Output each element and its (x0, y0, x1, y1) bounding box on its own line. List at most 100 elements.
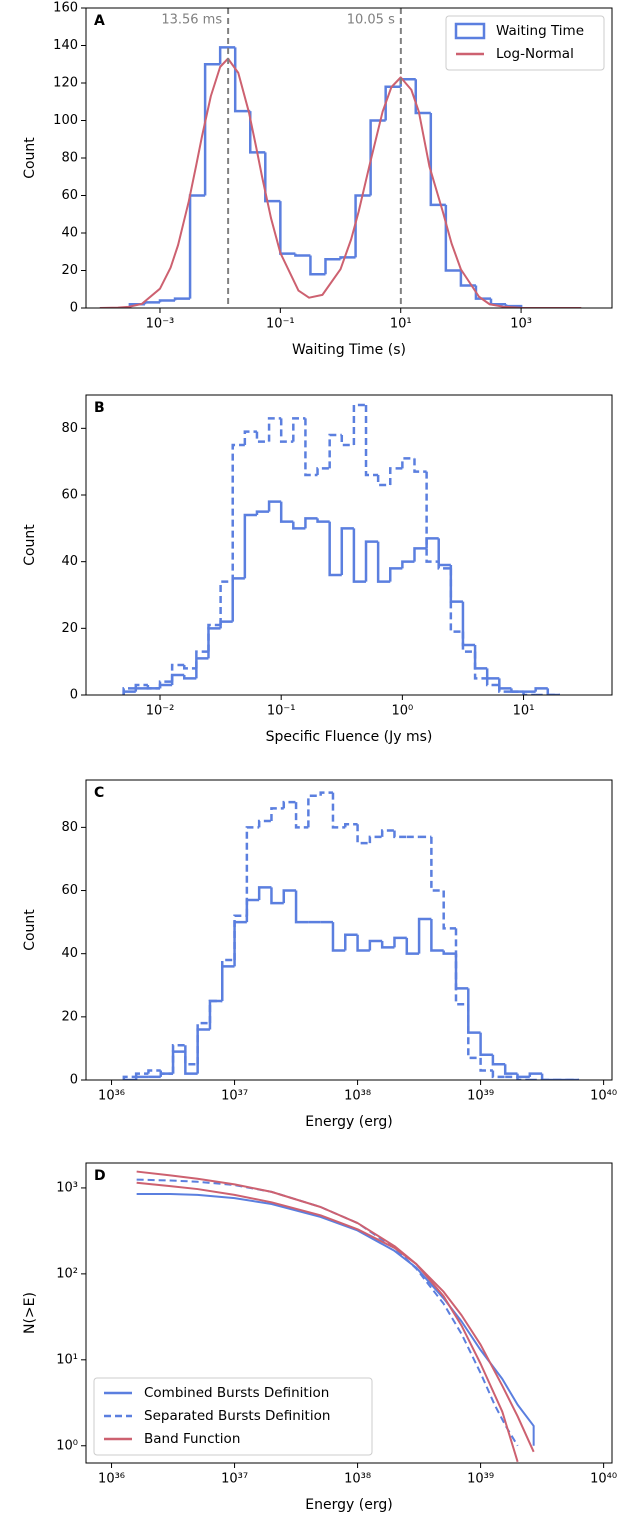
histogram-step (461, 601, 476, 647)
histogram-step (417, 917, 432, 954)
legend-label: Separated Bursts Definition (144, 1408, 330, 1424)
histogram-step (159, 1070, 174, 1075)
histogram-step (485, 678, 500, 687)
histogram-step (340, 435, 354, 447)
histogram-step (195, 650, 209, 669)
histogram-step (479, 1032, 493, 1056)
histogram-step (454, 953, 469, 990)
histogram-step (344, 822, 358, 828)
histogram-step (503, 1064, 518, 1075)
histogram-step (257, 886, 272, 900)
histogram-step (294, 890, 309, 924)
histogram-step (245, 898, 260, 923)
y-tick-label: 0 (70, 1073, 78, 1088)
histogram-step (122, 1075, 137, 1080)
histogram-step (425, 471, 439, 563)
reference-label: 13.56 ms (161, 13, 222, 28)
histogram-step (354, 194, 371, 258)
y-tick-label: 10¹ (56, 1352, 78, 1367)
histogram-step (255, 510, 270, 515)
histogram-step (389, 467, 403, 485)
x-axis-label: Energy (erg) (305, 1497, 392, 1513)
x-tick-label: 10⁴⁰ (590, 1472, 617, 1487)
plot-area (122, 403, 560, 695)
histogram-step (352, 403, 367, 445)
panel: 10³⁶ 10³⁷ 10³⁸ 10³⁹ 10⁴⁰ 0 20 40 60 80 Energy (erg… (22, 779, 617, 1130)
histogram-step (442, 890, 456, 930)
histogram-step (376, 475, 391, 487)
histogram-step (401, 560, 415, 569)
reference-label: 10.05 s (347, 13, 395, 28)
histogram-step (413, 547, 427, 562)
histogram-step (352, 528, 367, 583)
histogram-step (294, 253, 311, 257)
histogram-step (498, 685, 512, 693)
x-axis-label: Energy (erg) (305, 1114, 392, 1130)
y-tick-label: 120 (53, 76, 78, 91)
histogram-step (516, 1076, 530, 1080)
histogram-step (231, 443, 245, 582)
axes-frame (85, 7, 613, 309)
histogram-step (474, 285, 491, 300)
x-tick-label: 10³⁶ (98, 1472, 125, 1487)
panel-label: C (94, 785, 104, 801)
y-tick-label: 20 (61, 263, 78, 278)
x-tick-label: 10⁻¹ (267, 704, 296, 719)
y-tick-label: 10³ (56, 1180, 78, 1195)
histogram-step (196, 1021, 210, 1065)
histogram-step (304, 418, 318, 477)
histogram-step (442, 950, 456, 955)
x-tick-label: 10⁴⁰ (590, 1089, 617, 1104)
plot-area (122, 791, 580, 1080)
x-tick-label: 10⁻² (146, 704, 175, 719)
histogram-step (430, 836, 444, 892)
y-tick-label: 20 (61, 1009, 78, 1024)
histogram-step (147, 1069, 161, 1074)
histogram-step (380, 829, 395, 837)
y-tick-label: 140 (53, 38, 78, 53)
panel: 10⁻³ 10⁻¹ 10¹ 10³ 0 20 40 60 80 100 120 140 160 Waiti… (22, 1, 613, 358)
histogram-step (380, 941, 395, 949)
histogram-step (454, 928, 469, 1006)
line (136, 1181, 535, 1453)
histogram-step (208, 999, 223, 1024)
histogram-step (437, 538, 451, 567)
x-tick-label: 10⁻¹ (266, 317, 295, 332)
histogram-step (324, 258, 341, 275)
y-tick-label: 40 (61, 554, 78, 569)
y-tick-label: 0 (70, 688, 78, 703)
histogram-step (171, 1050, 186, 1074)
x-tick-label: 10³⁸ (344, 1472, 371, 1487)
histogram-step (356, 934, 370, 952)
histogram-step (249, 111, 266, 154)
histogram-step (255, 431, 270, 443)
histogram-step (279, 201, 296, 255)
panel-label: B (94, 400, 105, 416)
histogram-step (413, 458, 427, 473)
histogram-step (516, 1073, 530, 1079)
histogram-step (449, 568, 463, 633)
histogram-step (171, 1044, 186, 1074)
histogram-step (339, 256, 356, 260)
histogram-step (221, 958, 235, 1002)
histogram-step (158, 680, 173, 689)
histogram-step (294, 802, 309, 829)
x-tick-label: 10¹ (513, 704, 535, 719)
histogram-step (184, 1045, 198, 1066)
histogram-step (158, 299, 176, 303)
histogram-step (430, 918, 444, 952)
histogram-step (245, 826, 260, 916)
histogram-step (183, 665, 197, 670)
plot-area (136, 1170, 535, 1463)
histogram-step (368, 835, 383, 844)
histogram-step (498, 678, 512, 690)
x-tick-label: 10³⁷ (221, 1089, 248, 1104)
histogram-step (316, 518, 330, 523)
histogram-step (461, 631, 476, 653)
histogram-step (243, 430, 257, 445)
histogram-step (208, 999, 223, 1030)
histogram-step (376, 541, 391, 583)
y-tick-label: 10⁰ (56, 1438, 78, 1453)
legend-swatch (454, 22, 486, 40)
